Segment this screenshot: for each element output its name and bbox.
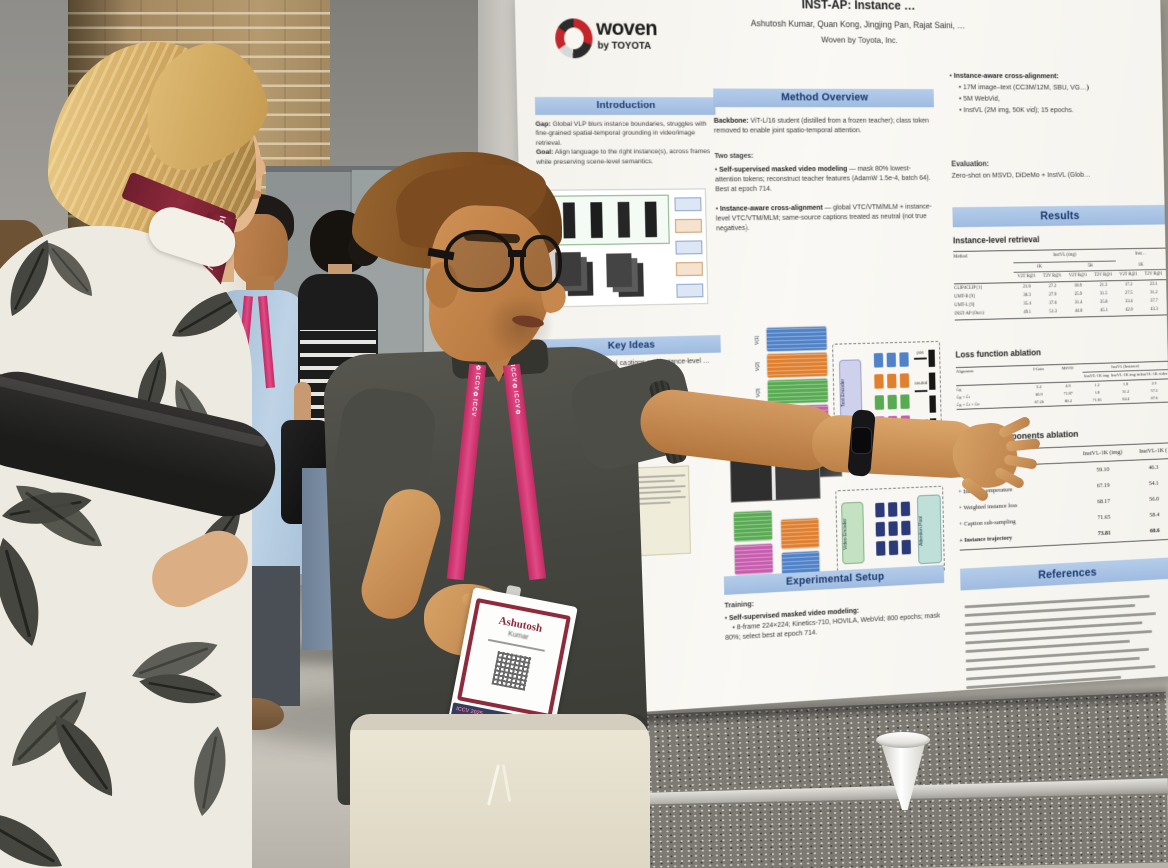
badge-qr-code [491, 650, 532, 691]
poster-title: INST-AP: Instance … [801, 0, 916, 13]
table-cell: 84.4 [1122, 396, 1130, 402]
table-cell: 44.0 [1074, 309, 1083, 315]
method-overview-header: Method Overview [713, 88, 934, 108]
gap-label: Gap: [535, 120, 551, 128]
components-col-1k: InstVL-1K ( [1139, 447, 1168, 455]
metric-col: T2V R@1 [1144, 272, 1163, 278]
caption-box-green [767, 378, 828, 404]
caption-label-1: V(1) [754, 335, 761, 345]
neutral-label: neutral [914, 380, 928, 386]
jaw-shading [486, 294, 554, 358]
flow-box-orange [781, 518, 819, 550]
table-cell: 51.3 [1049, 309, 1057, 315]
logo-byline: by TOYOTA [597, 40, 652, 52]
paper-cone-cup [876, 732, 930, 814]
caption-box-blue [766, 326, 827, 352]
table-cell: 58.4 [1149, 511, 1160, 519]
pretraining-item-1: 17M image–text (CC3M/12M, SBU, VG…) [962, 82, 1089, 92]
metric-col: V2T R@1 [1017, 274, 1036, 280]
introduction-figure [546, 188, 709, 308]
pretraining-bullets: • Instance-aware cross-alignment: • 17M … [949, 71, 1089, 115]
loss-subcol: InstVL-1K img-inst [1111, 372, 1140, 378]
pos-label: pos [916, 349, 924, 355]
evaluation-label: Evaluation: [951, 159, 990, 169]
lanyard-text: ICCV [469, 398, 478, 418]
table-cell: INST-AP (Ours) [954, 311, 985, 317]
references-header: References [960, 557, 1168, 591]
metric-col: V2T R@1 [1068, 273, 1087, 279]
lanyard-text: ICCV [512, 390, 521, 410]
retrieval-group-2: Inst… [1135, 251, 1146, 257]
stage2-label: Instance-aware cross-alignment [719, 202, 823, 213]
loss-ablation-table: Alignment I-Gain MSVD InstVL (Instance) … [955, 360, 1168, 411]
goal-label: Goal: [536, 148, 554, 157]
pretraining-item-3: InstVL (2M img, 50K vid); 15 epochs. [963, 105, 1074, 115]
loss-subcol: InstVL-1K img [1084, 373, 1110, 379]
caption-label-2: V(2) [755, 361, 761, 371]
flower-icon: ✿ [514, 408, 522, 418]
retrieval-title: Instance-level retrieval [952, 234, 1040, 246]
attention-pool-label: Attention Pool [918, 515, 925, 546]
results-header: Results [952, 204, 1165, 228]
lanyard-text: ICCV [472, 372, 481, 392]
stage1-label: Self-supervised masked video modeling [719, 164, 848, 174]
wristwatch-face [851, 427, 872, 454]
introduction-text: Gap: Global VLP blurs instance boundarie… [535, 120, 716, 167]
loss-ablation-title: Loss function ablation [955, 347, 1042, 360]
table-cell: 60.6 [1149, 527, 1160, 535]
retrieval-rows: CLIP4CLIP [1] 21.0 27.2 18.9 21.3 17.2 23.1 UMT… [953, 278, 1167, 320]
caption-box-orange [767, 352, 828, 378]
table-cell: 71.81 [1092, 397, 1102, 403]
retrieval-table: Method InstVL (img) Inst… 1K 5K 1K V2T R… [953, 247, 1167, 321]
method-backbone-text: Backbone: ViT-L/16 student (distilled fr… [714, 116, 935, 136]
flow-box-green [733, 510, 773, 542]
loss-subcol: InstVL-1K video [1140, 371, 1168, 377]
lanyard-text: ICCV [508, 364, 518, 384]
table-cell: 43.3 [1150, 307, 1159, 313]
references-lines [964, 588, 1159, 695]
pretraining-item-2: 5M WebVid, [963, 94, 1001, 103]
glasses-right-lens [520, 235, 562, 291]
glasses-bridge [508, 250, 526, 257]
table-cell: 80.2 [1064, 398, 1072, 404]
poster-affiliation: Woven by Toyota, Inc. [821, 34, 898, 45]
metric-col: V2T R@1 [1119, 272, 1138, 278]
logo-word: woven [595, 16, 658, 41]
video-encoder-label: Video Encoder [842, 518, 849, 551]
method-stages-list: • Self-supervised masked video modeling … [714, 163, 932, 232]
method-stages-label: Two stages: [714, 150, 754, 160]
logo-ring-icon [554, 18, 593, 59]
introduction-header: Introduction [534, 96, 716, 115]
table-cell: 45.1 [1100, 308, 1108, 314]
retrieval-col-method: Method [953, 254, 968, 260]
table-cell: 46.3 [1148, 464, 1159, 471]
goal-text: Align language to the right instance(s),… [536, 148, 711, 166]
table-cell: 54.1 [1148, 479, 1159, 487]
metric-col: T2V R@1 [1043, 273, 1062, 280]
gap-text: Global VLP blurs instance boundaries, st… [535, 120, 707, 147]
table-cell: 73.81 [1097, 530, 1111, 538]
attention-pool-box: Attention Pool [916, 494, 942, 565]
glasses-left-lens [444, 230, 514, 292]
poster-authors: Ashutosh Kumar, Quan Kong, Jingjing Pan,… [750, 18, 966, 31]
table-cell: 42.0 [1125, 308, 1134, 313]
table-cell: 67.26 [1034, 399, 1044, 405]
table-cell: 87.6 [1150, 395, 1158, 401]
pretraining-head: Instance-aware cross-alignment: [953, 71, 1059, 81]
components-col-1k-img: InstVL-1K (img) [1082, 448, 1123, 458]
video-encoder-box: Video Encoder [841, 501, 865, 565]
table-cell: 56.0 [1149, 495, 1160, 503]
backbone-label: Backbone: [713, 115, 749, 125]
metric-col: T2V R@1 [1094, 273, 1113, 279]
flow-box-pink [734, 543, 773, 575]
table-cell: 49.1 [1023, 310, 1032, 316]
evaluation-text: Zero-shot on MSVD, DiDeMo + InstVL (Glob… [951, 170, 1091, 180]
presenter-pants [350, 714, 650, 868]
pants-waist-shadow [350, 714, 650, 730]
